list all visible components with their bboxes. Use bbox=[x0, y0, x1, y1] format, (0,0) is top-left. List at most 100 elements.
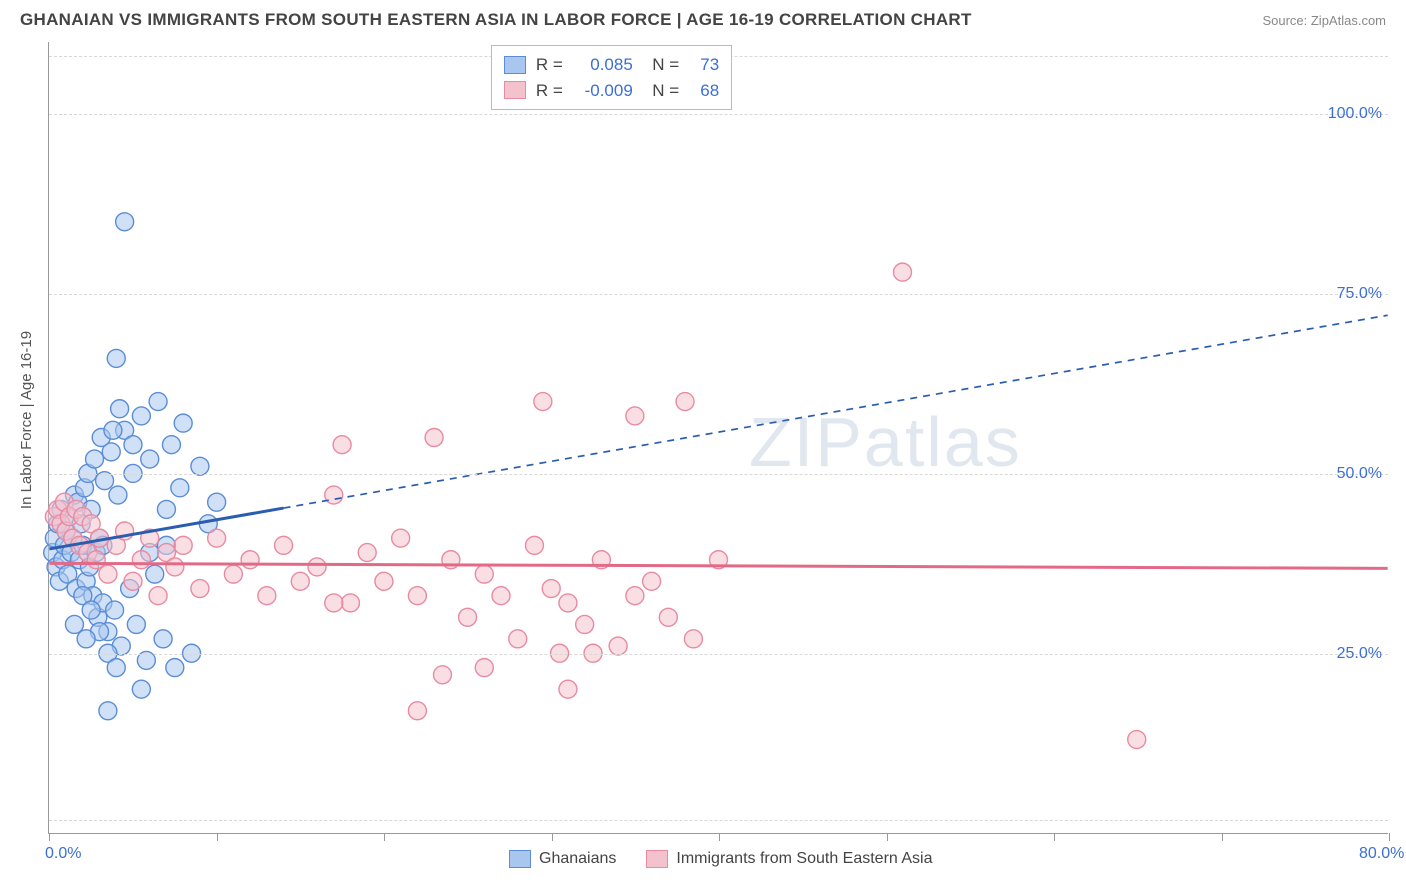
legend-item: Ghanaians bbox=[509, 850, 616, 868]
data-point bbox=[291, 572, 309, 590]
legend-row: R = 0.085 N = 73 bbox=[504, 52, 719, 78]
legend-r-value: -0.009 bbox=[573, 78, 633, 104]
y-axis-title: In Labor Force | Age 16-19 bbox=[18, 331, 35, 509]
chart-plot-area: 25.0%50.0%75.0%100.0%0.0%80.0%ZIPatlasR … bbox=[48, 42, 1388, 834]
data-point bbox=[408, 702, 426, 720]
data-point bbox=[149, 393, 167, 411]
data-point bbox=[542, 580, 560, 598]
legend-n-value: 68 bbox=[689, 78, 719, 104]
legend-r-label: R = bbox=[536, 78, 563, 104]
data-point bbox=[492, 587, 510, 605]
x-tick-label: 80.0% bbox=[1359, 845, 1404, 863]
data-point bbox=[241, 551, 259, 569]
data-point bbox=[626, 407, 644, 425]
gridline bbox=[49, 474, 1388, 475]
correlation-legend: R = 0.085 N = 73 R = -0.009 N = 68 bbox=[491, 45, 732, 110]
legend-r-label: R = bbox=[536, 52, 563, 78]
legend-swatch bbox=[509, 850, 531, 868]
gridline bbox=[49, 654, 1388, 655]
data-point bbox=[86, 450, 104, 468]
data-point bbox=[107, 659, 125, 677]
x-tick bbox=[1054, 833, 1055, 841]
data-point bbox=[127, 615, 145, 633]
data-point bbox=[325, 594, 343, 612]
data-point bbox=[109, 486, 127, 504]
data-point bbox=[111, 400, 129, 418]
data-point bbox=[191, 457, 209, 475]
legend-swatch bbox=[504, 56, 526, 74]
legend-swatch bbox=[504, 81, 526, 99]
data-point bbox=[258, 587, 276, 605]
data-point bbox=[559, 680, 577, 698]
legend-series-name: Immigrants from South Eastern Asia bbox=[676, 850, 932, 868]
series-legend: Ghanaians Immigrants from South Eastern A… bbox=[509, 850, 933, 868]
data-point bbox=[157, 500, 175, 518]
data-point bbox=[684, 630, 702, 648]
legend-series-name: Ghanaians bbox=[539, 850, 616, 868]
legend-n-value: 73 bbox=[689, 52, 719, 78]
x-tick bbox=[49, 833, 50, 841]
data-point bbox=[626, 587, 644, 605]
x-tick bbox=[1222, 833, 1223, 841]
data-point bbox=[141, 450, 159, 468]
data-point bbox=[104, 421, 122, 439]
data-point bbox=[171, 479, 189, 497]
gridline bbox=[49, 114, 1388, 115]
data-point bbox=[534, 393, 552, 411]
data-point bbox=[174, 414, 192, 432]
data-point bbox=[275, 536, 293, 554]
data-point bbox=[325, 486, 343, 504]
legend-n-label: N = bbox=[643, 52, 679, 78]
legend-n-label: N = bbox=[643, 78, 679, 104]
x-tick bbox=[552, 833, 553, 841]
data-point bbox=[99, 702, 117, 720]
x-tick-label: 0.0% bbox=[45, 845, 81, 863]
data-point bbox=[132, 551, 150, 569]
x-tick bbox=[384, 833, 385, 841]
data-point bbox=[676, 393, 694, 411]
data-point bbox=[65, 615, 83, 633]
data-point bbox=[146, 565, 164, 583]
data-point bbox=[87, 551, 105, 569]
data-point bbox=[191, 580, 209, 598]
data-point bbox=[99, 565, 117, 583]
x-tick bbox=[1389, 833, 1390, 841]
data-point bbox=[77, 630, 95, 648]
data-point bbox=[149, 587, 167, 605]
chart-title: GHANAIAN VS IMMIGRANTS FROM SOUTH EASTER… bbox=[20, 10, 972, 30]
scatter-svg bbox=[49, 42, 1388, 833]
data-point bbox=[1128, 731, 1146, 749]
data-point bbox=[166, 659, 184, 677]
x-tick bbox=[217, 833, 218, 841]
data-point bbox=[208, 529, 226, 547]
data-point bbox=[132, 407, 150, 425]
y-tick-label: 75.0% bbox=[1337, 285, 1382, 303]
data-point bbox=[609, 637, 627, 655]
data-point bbox=[124, 436, 142, 454]
data-point bbox=[576, 615, 594, 633]
data-point bbox=[894, 263, 912, 281]
x-tick bbox=[719, 833, 720, 841]
data-point bbox=[509, 630, 527, 648]
gridline bbox=[49, 294, 1388, 295]
gridline bbox=[49, 820, 1388, 821]
data-point bbox=[659, 608, 677, 626]
data-point bbox=[107, 349, 125, 367]
data-point bbox=[82, 601, 100, 619]
legend-item: Immigrants from South Eastern Asia bbox=[646, 850, 932, 868]
data-point bbox=[459, 608, 477, 626]
data-point bbox=[116, 213, 134, 231]
data-point bbox=[643, 572, 661, 590]
data-point bbox=[425, 429, 443, 447]
legend-row: R = -0.009 N = 68 bbox=[504, 78, 719, 104]
data-point bbox=[102, 443, 120, 461]
data-point bbox=[106, 601, 124, 619]
data-point bbox=[174, 536, 192, 554]
regression-line-dashed bbox=[284, 315, 1388, 508]
data-point bbox=[162, 436, 180, 454]
data-point bbox=[341, 594, 359, 612]
data-point bbox=[475, 659, 493, 677]
x-tick bbox=[887, 833, 888, 841]
data-point bbox=[408, 587, 426, 605]
legend-r-value: 0.085 bbox=[573, 52, 633, 78]
